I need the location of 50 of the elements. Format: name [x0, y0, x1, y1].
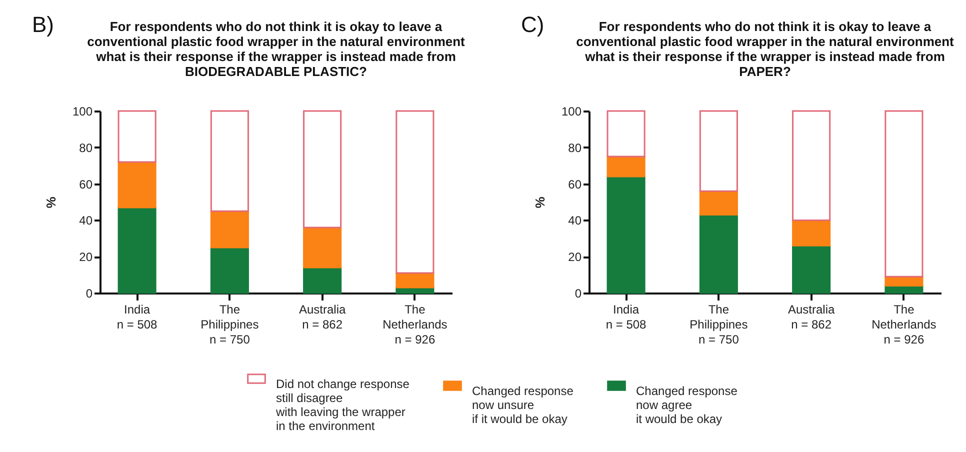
bar — [396, 272, 434, 288]
y-tick-label: 20 — [568, 250, 582, 264]
y-tick-label: 40 — [79, 214, 93, 228]
bar — [303, 226, 342, 268]
x-tick-label: Australia n = 862 — [788, 302, 835, 332]
y-axis-title: % — [43, 196, 58, 208]
bar — [792, 244, 831, 294]
x-tick-label: The Philippines n = 750 — [200, 302, 259, 346]
x-tick-label: Australia n = 862 — [298, 302, 346, 332]
y-tick-label: 40 — [568, 214, 582, 228]
bar — [606, 156, 646, 178]
bar — [699, 214, 738, 294]
x-tick-label: The Netherlands n = 926 — [382, 302, 448, 346]
y-tick-label: 0 — [574, 286, 582, 300]
text: B) — [32, 12, 54, 37]
legend-label: Did not change response still disagree with leaving the wrapper in the environment — [275, 376, 410, 433]
bar — [118, 161, 156, 208]
bar — [210, 246, 249, 294]
bar — [118, 110, 156, 163]
text: C) — [521, 12, 544, 37]
y-tick-label: 80 — [79, 140, 93, 155]
bar — [210, 210, 249, 248]
bar — [792, 110, 831, 221]
bar — [118, 206, 156, 294]
x-tick-label: India n = 508 — [116, 302, 158, 332]
chart-title: For respondents who do not think it is okay to leave a conventional plastic food wrapper in the natural environment what is their response if the wrapper is instead made from BIODEGRADABLE PLASTIC? — [87, 19, 466, 79]
y-tick-label: 60 — [79, 177, 93, 192]
chart-title: For respondents who do not think it is okay to leave a conventional plastic food wrapper in the natural environment what is their response if the wrapper is instead made from PAPER? — [576, 19, 955, 79]
bar — [884, 110, 924, 278]
bar — [792, 219, 831, 246]
bar — [396, 110, 434, 274]
y-axis-title: % — [532, 196, 548, 208]
bar — [699, 190, 738, 216]
bar — [210, 110, 249, 212]
x-tick-label: India n = 508 — [606, 302, 647, 332]
bar — [303, 266, 342, 294]
bar — [303, 110, 342, 228]
bar — [606, 110, 646, 158]
y-tick-label: 100 — [561, 104, 582, 118]
bar — [699, 110, 738, 192]
x-tick-label: The Philippines n = 750 — [690, 302, 748, 346]
y-tick-label: 100 — [72, 104, 93, 118]
legend-label: Changed response now unsure if it would be okay — [472, 384, 574, 426]
y-tick-label: 80 — [568, 140, 582, 155]
y-tick-label: 20 — [79, 250, 93, 264]
bar — [606, 176, 646, 294]
y-tick-label: 0 — [86, 286, 93, 300]
legend-label: Changed response now agree it would be okay — [636, 384, 738, 426]
y-tick-label: 60 — [568, 177, 582, 192]
x-tick-label: The Netherlands n = 926 — [872, 302, 936, 346]
